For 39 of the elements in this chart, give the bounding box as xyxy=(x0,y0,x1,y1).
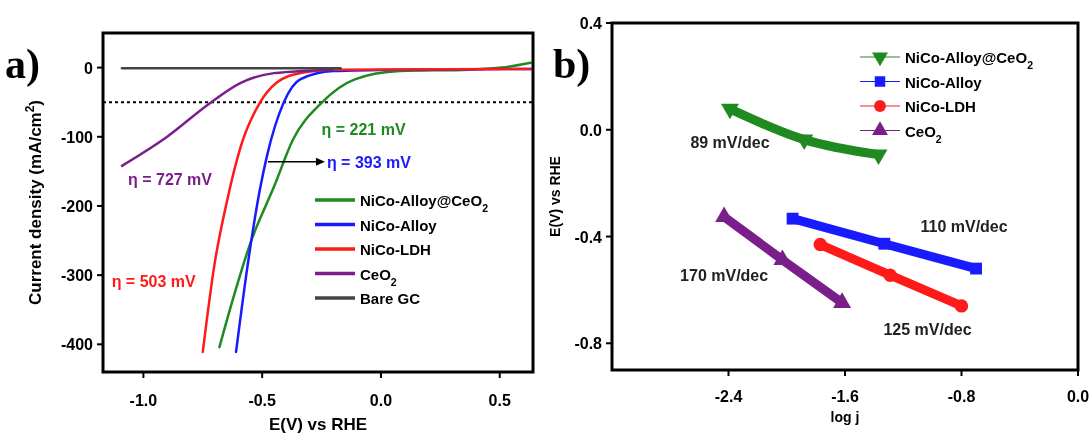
legend-label: NiCo-LDH xyxy=(360,241,431,258)
x-axis-title: log j xyxy=(830,409,860,425)
x-tick-label: -0.8 xyxy=(947,388,976,405)
legend-label: NiCo-Alloy@CeO$_{2}$ xyxy=(360,192,489,214)
x-tick-label: 0.5 xyxy=(488,392,511,409)
y-tick-label: 0.0 xyxy=(579,121,603,139)
x-axis-title: E(V) vs RHE xyxy=(268,415,368,434)
x-tick-label: -1.6 xyxy=(831,388,859,405)
annotation: 170 mV/dec xyxy=(680,266,769,284)
x-tick-label: -1.0 xyxy=(129,392,158,409)
annotation: 110 mV/dec xyxy=(920,217,1008,235)
y-tick-label: -300 xyxy=(60,267,94,285)
annotation: 125 mV/dec xyxy=(883,320,972,338)
y-tick-label: -200 xyxy=(60,197,94,215)
annotation: η = 221 mV xyxy=(321,120,406,138)
annotation: 89 mV/dec xyxy=(690,133,770,151)
x-tick-label: 0.0 xyxy=(1066,388,1090,405)
annotation: η = 393 mV xyxy=(326,153,412,171)
chart-title: b) xyxy=(553,41,591,88)
y-tick-label: -100 xyxy=(60,128,94,146)
x-tick-label: -2.4 xyxy=(714,388,743,405)
y-tick-label: -400 xyxy=(60,336,94,354)
legend-label: NiCo-Alloy@CeO$_{2}$ xyxy=(905,49,1034,71)
y-axis-title: E(V) vs RHE xyxy=(547,156,563,237)
legend-label: NiCo-Alloy xyxy=(905,73,983,91)
y-tick-label: 0.4 xyxy=(579,15,603,32)
legend-label: NiCo-LDH xyxy=(905,98,976,115)
chart-title: a) xyxy=(5,41,40,88)
y-tick-label: 0 xyxy=(84,59,94,77)
y-tick-label: -0.4 xyxy=(574,228,603,246)
x-tick-label: 0.0 xyxy=(369,392,393,409)
legend-label: NiCo-Alloy xyxy=(360,216,438,234)
legend-label: Bare GC xyxy=(360,290,421,307)
annotation: η = 727 mV xyxy=(127,170,213,188)
legend-label: CeO$_{2}$ xyxy=(360,265,397,288)
annotation: η = 503 mV xyxy=(111,273,197,291)
x-tick-label: -0.5 xyxy=(248,392,277,409)
y-tick-label: -0.8 xyxy=(574,335,603,353)
legend-label: CeO$_{2}$ xyxy=(905,122,942,145)
